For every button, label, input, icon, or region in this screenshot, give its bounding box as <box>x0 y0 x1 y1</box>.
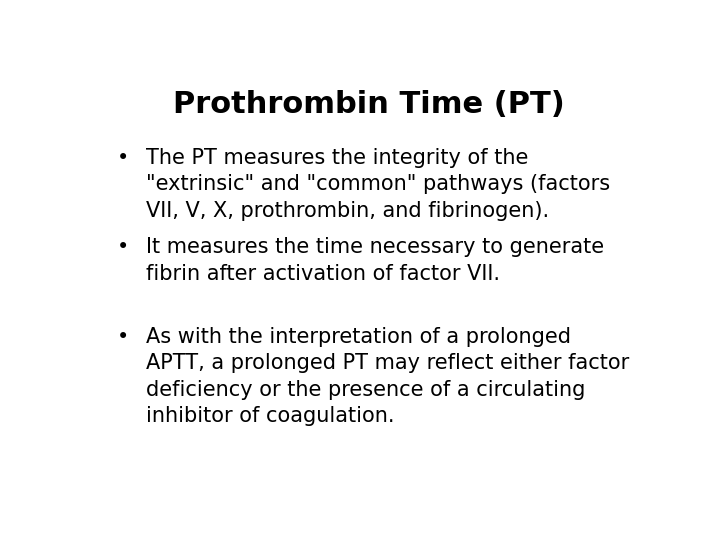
Text: Prothrombin Time (PT): Prothrombin Time (PT) <box>173 90 565 119</box>
Text: •: • <box>117 238 130 258</box>
Text: •: • <box>117 327 130 347</box>
Text: The PT measures the integrity of the
"extrinsic" and "common" pathways (factors
: The PT measures the integrity of the "ex… <box>145 148 610 221</box>
Text: As with the interpretation of a prolonged
APTT, a prolonged PT may reflect eithe: As with the interpretation of a prolonge… <box>145 327 629 426</box>
Text: •: • <box>117 148 130 168</box>
Text: It measures the time necessary to generate
fibrin after activation of factor VII: It measures the time necessary to genera… <box>145 238 604 284</box>
